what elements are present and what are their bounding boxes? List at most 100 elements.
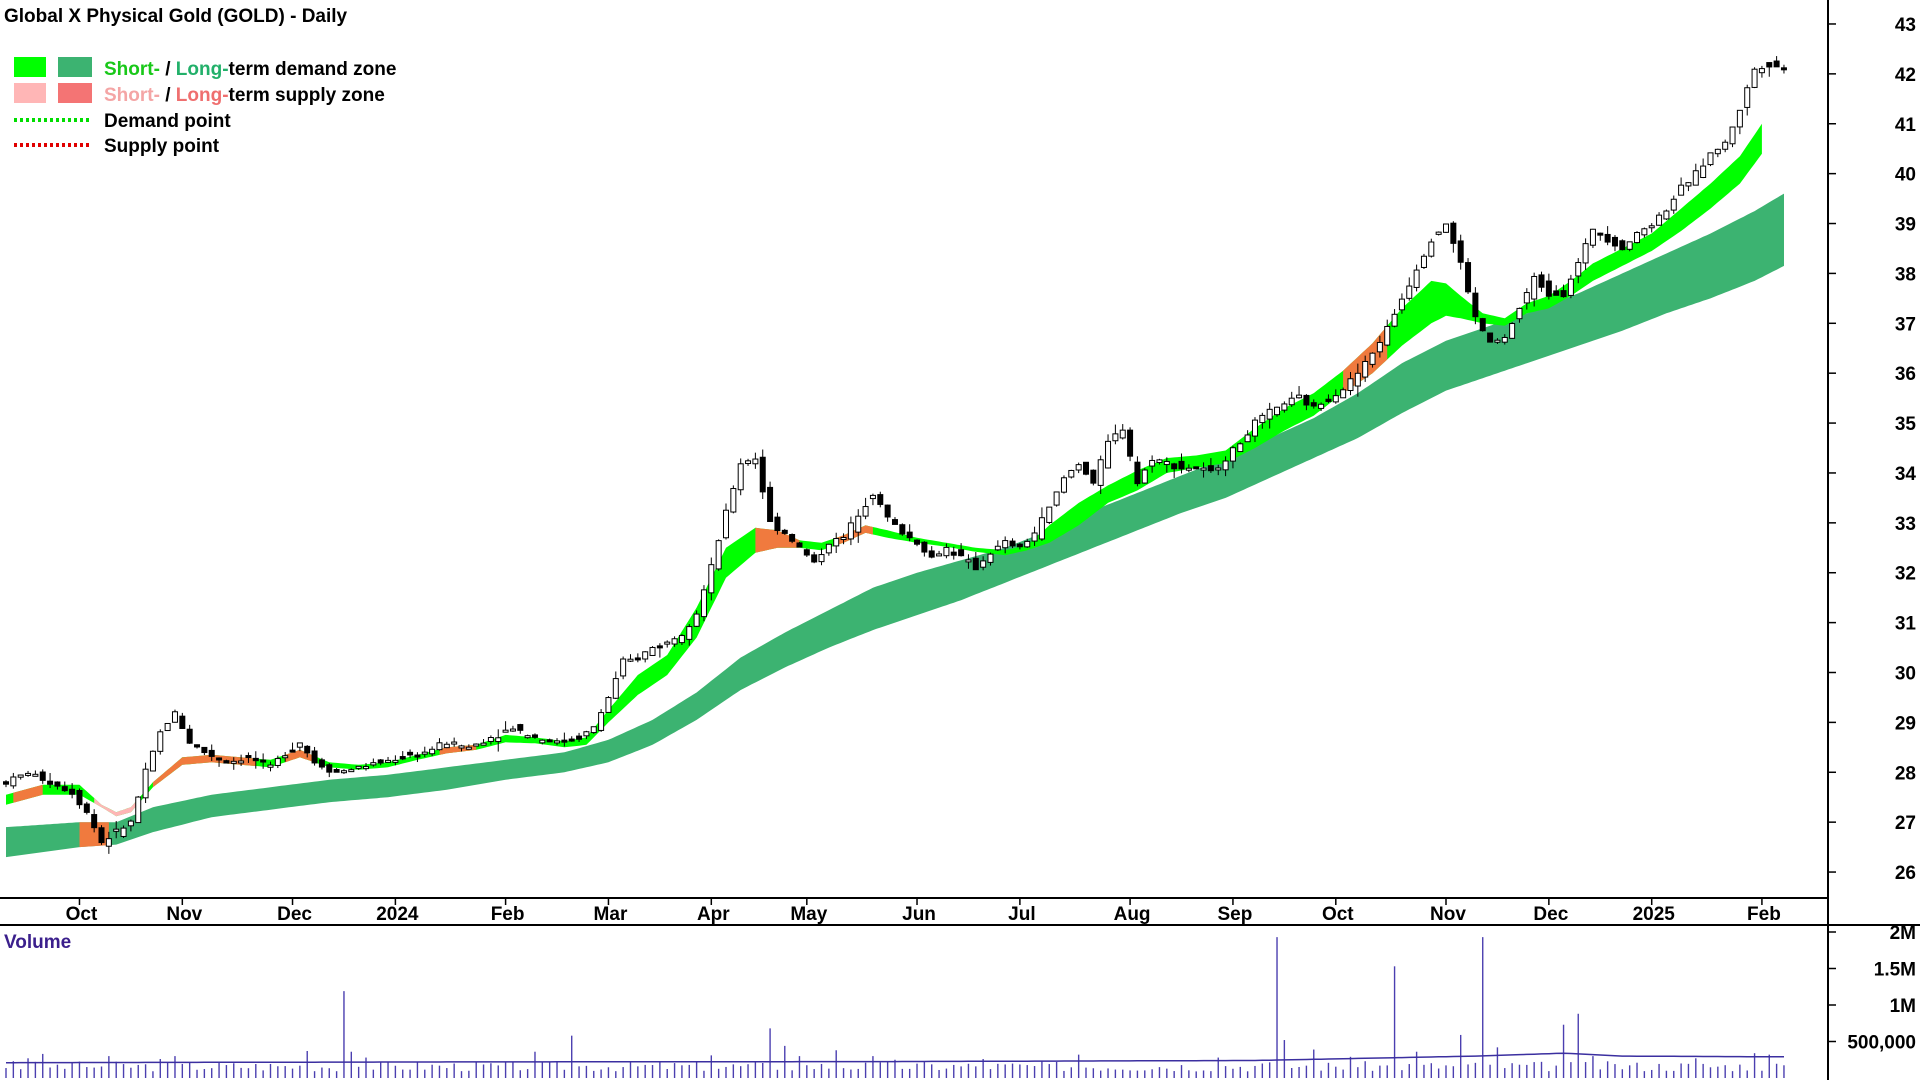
candle: [737, 458, 744, 496]
legend-swatch-long: [58, 57, 92, 77]
candle-body-down: [899, 524, 906, 535]
y-tick-label: 37: [1895, 314, 1916, 335]
candle-body-down: [1171, 463, 1178, 470]
candle-body-up: [509, 728, 516, 732]
candle-body-down: [1604, 233, 1611, 243]
candle-body-up: [936, 553, 943, 557]
x-tick-label: Oct: [66, 904, 98, 925]
candle: [407, 749, 414, 758]
x-tick-label: Apr: [697, 904, 730, 925]
legend-label-short: Short-: [104, 85, 160, 106]
candle-body-up: [1266, 408, 1273, 420]
candle-body-down: [399, 756, 406, 760]
candle-body-up: [700, 589, 707, 618]
candle: [1611, 235, 1618, 252]
candle: [1531, 272, 1538, 307]
volume-tick-label: 1.5M: [1874, 960, 1916, 981]
candle-body-up: [1406, 285, 1413, 299]
candle-body-down: [656, 645, 663, 649]
candle: [1097, 455, 1104, 494]
candle-body-up: [1038, 517, 1045, 540]
candle: [965, 554, 972, 569]
candle-body-up: [1200, 467, 1207, 471]
candle: [936, 550, 943, 557]
y-tick-label: 36: [1895, 364, 1916, 385]
candle-body-down: [1193, 466, 1200, 470]
candle: [1450, 221, 1457, 253]
candle: [1501, 334, 1508, 345]
y-tick-label: 38: [1895, 264, 1916, 285]
candle: [1251, 417, 1258, 443]
candle-body-down: [1619, 240, 1626, 251]
candle: [1237, 442, 1244, 453]
candle: [1354, 363, 1361, 397]
candle: [524, 734, 531, 739]
candle: [1369, 352, 1376, 368]
chart-title: Global X Physical Gold (GOLD) - Daily: [4, 6, 348, 27]
candle: [796, 542, 803, 548]
candle-body-up: [1648, 225, 1655, 229]
candle-body-down: [972, 557, 979, 571]
candle: [473, 743, 480, 747]
candle-body-up: [730, 488, 737, 513]
candle-body-down: [1538, 274, 1545, 288]
candle: [399, 751, 406, 761]
candle: [833, 532, 840, 554]
candle-body-up: [1384, 325, 1391, 346]
candle: [1670, 195, 1677, 214]
candle-body-up: [869, 494, 876, 500]
candle-body-up: [1002, 540, 1009, 549]
legend-swatch-short: [14, 83, 46, 103]
candle: [223, 759, 230, 764]
candle: [76, 788, 83, 809]
candle-body-down: [759, 456, 766, 493]
candle-body-up: [612, 678, 619, 699]
candle-body-down: [1207, 465, 1214, 472]
x-tick-label: Jun: [902, 904, 936, 925]
candle-body-down: [1560, 290, 1567, 298]
candle-body-up: [1656, 214, 1663, 226]
candle-body-down: [223, 760, 230, 764]
candle-body-down: [179, 715, 186, 729]
candle: [348, 768, 355, 773]
candle: [1325, 394, 1332, 404]
candle-body-down: [781, 529, 788, 534]
candle-body-down: [1597, 232, 1604, 236]
candle: [1215, 464, 1222, 476]
candle-body-up: [855, 515, 862, 533]
candle-body-down: [1325, 398, 1332, 402]
candle: [1472, 287, 1479, 325]
candle: [627, 654, 634, 662]
candle-body-up: [1229, 447, 1236, 462]
candle: [1626, 241, 1633, 252]
candle: [1391, 309, 1398, 328]
candle-body-down: [260, 759, 267, 763]
candle: [811, 551, 818, 564]
candle: [752, 452, 759, 469]
candle: [69, 783, 76, 799]
candle: [1259, 412, 1266, 429]
candle-body-up: [1354, 372, 1361, 387]
candle: [1281, 401, 1288, 413]
candle: [708, 557, 715, 601]
legend-label: Demand point: [104, 111, 231, 132]
candle: [201, 746, 208, 756]
candle-body-up: [1420, 255, 1427, 268]
candle: [612, 671, 619, 700]
candle: [83, 801, 90, 815]
legend-swatch-short: [14, 57, 46, 77]
candle: [1274, 406, 1281, 417]
legend-label-sep: /: [160, 85, 176, 106]
candle-body-down: [1611, 236, 1618, 247]
candle: [781, 528, 788, 535]
candle-body-down: [1016, 543, 1023, 548]
candle-body-up: [1149, 459, 1156, 467]
candle-body-down: [333, 769, 340, 773]
candle: [1119, 424, 1126, 440]
candle-body-up: [583, 731, 590, 737]
candle-body-up: [230, 760, 237, 764]
candle-body-down: [546, 739, 553, 743]
candle-body-down: [91, 814, 98, 829]
candle-body-up: [436, 742, 443, 751]
candle: [1744, 84, 1751, 116]
